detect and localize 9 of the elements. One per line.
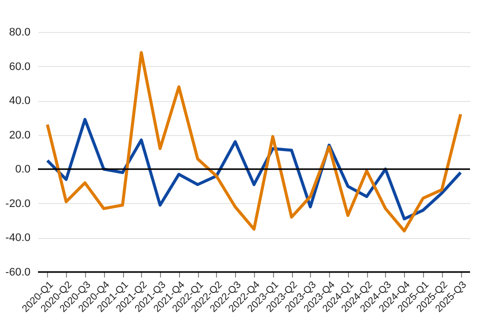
y-tick-label: -40.0 <box>5 232 30 244</box>
y-tick-label: 40.0 <box>9 95 30 108</box>
y-tick-label: 60.0 <box>9 60 30 73</box>
y-tick-label: -20.0 <box>5 198 30 210</box>
line-series <box>46 51 462 232</box>
y-tick-label: 20.0 <box>9 129 30 142</box>
y-tick-label: 0.0 <box>15 164 30 176</box>
y-tick-label: 80.0 <box>9 26 30 38</box>
y-tick-label: -60.0 <box>5 266 30 278</box>
